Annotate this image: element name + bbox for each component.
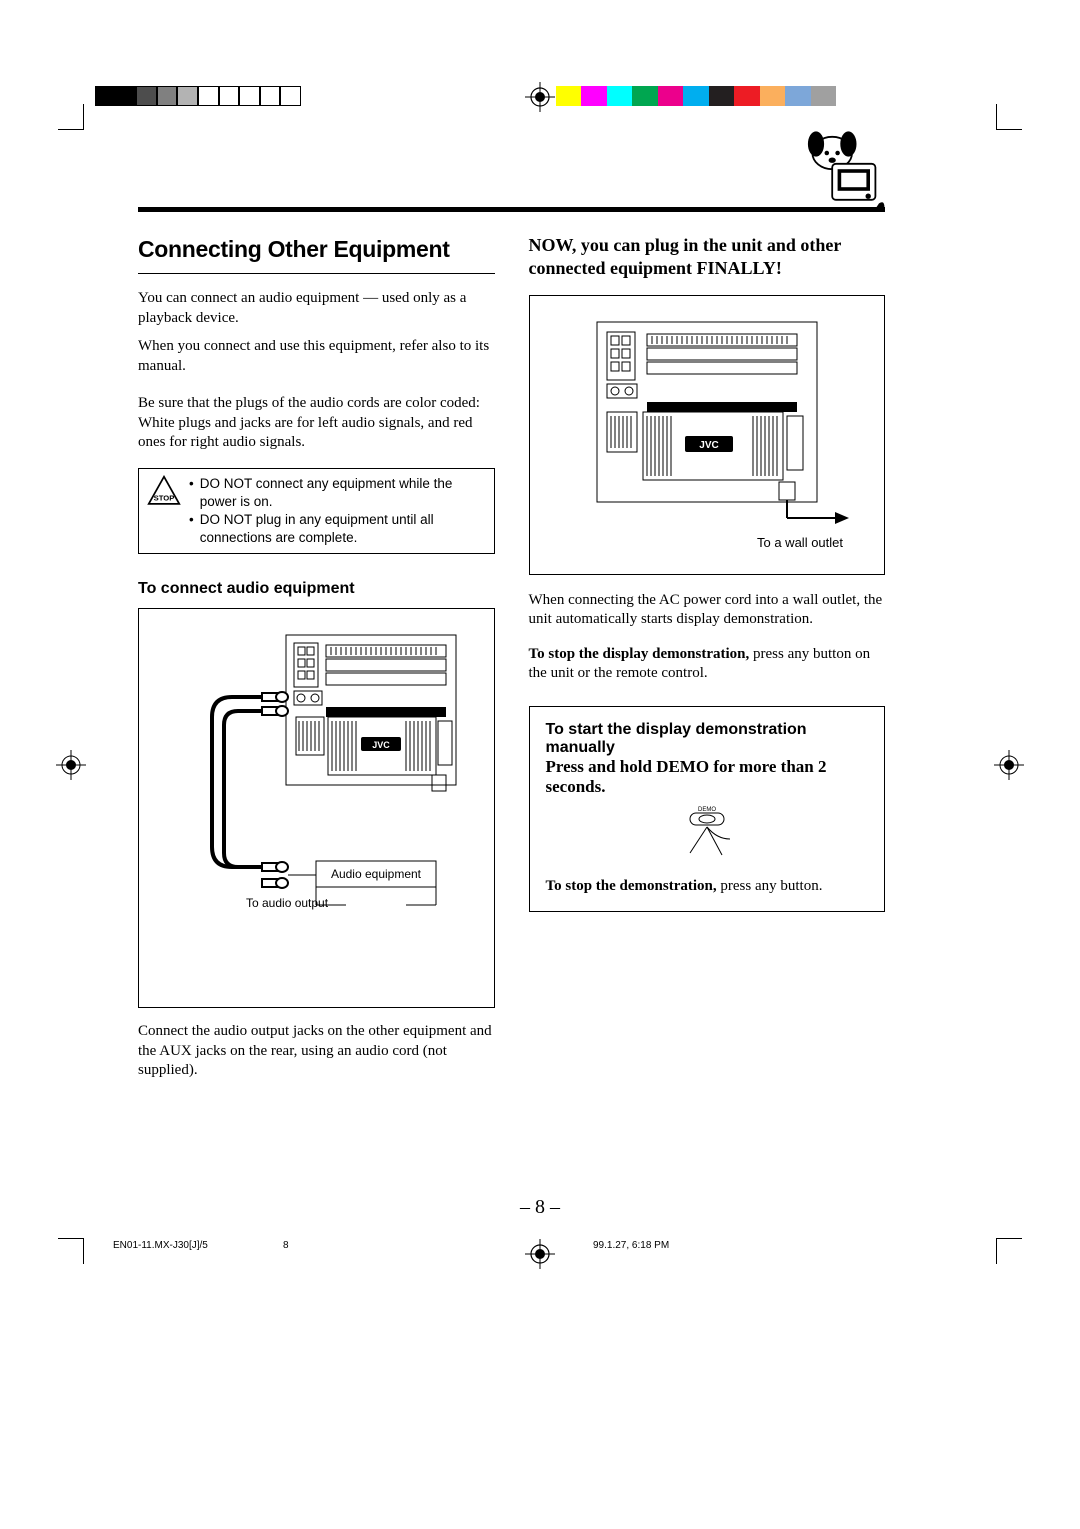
content-area: Connecting Other Equipment You can conne… [138,230,885,1219]
svg-text:JVC: JVC [699,440,718,451]
demo-heading: To start the display demonstration manua… [546,721,869,757]
crop-mark [58,104,84,130]
paragraph: When you connect and use this equipment,… [138,337,495,376]
registration-mark-icon [56,750,86,780]
figure-wall-outlet: JVC To a wall outlet [529,295,886,575]
footer: EN01-11.MX-J30[J]/5 8 99.1.27, 6:18 PM [113,1240,885,1251]
heading-rule [138,273,495,274]
footer-file: EN01-11.MX-J30[J]/5 [113,1240,283,1251]
crop-mark [996,1238,1022,1264]
demo-box: To start the display demonstration manua… [529,706,886,912]
footer-timestamp: 99.1.27, 6:18 PM [593,1240,885,1251]
demo-stop-line: To stop the demonstration, press any but… [546,878,869,895]
paragraph: Be sure that the plugs of the audio cord… [138,394,495,453]
registration-mark-icon [994,750,1024,780]
paragraph: To stop the display demonstration, press… [529,645,886,684]
svg-text:To a wall outlet: To a wall outlet [757,535,843,550]
svg-text:JVC: JVC [372,740,390,750]
section-rule [138,207,885,212]
crop-mark [996,104,1022,130]
page-number: – 8 – [0,1196,1080,1219]
demo-button-figure: DEMO [546,803,869,864]
bold-run: To stop the display demonstration, [529,646,750,662]
warning-item: DO NOT connect any equipment while the p… [200,475,486,511]
paragraph: You can connect an audio equipment — use… [138,289,495,328]
svg-text:Audio equipment: Audio equipment [331,867,422,881]
mascot-icon [798,126,888,216]
bold-run: To stop the demonstration, [546,878,717,894]
svg-text:To audio output: To audio output [246,896,329,910]
warning-item: DO NOT plug in any equipment until all c… [200,511,486,547]
left-column: Connecting Other Equipment You can conne… [138,230,495,1219]
right-heading: NOW, you can plug in the unit and other … [529,234,886,281]
paragraph: Connect the audio output jacks on the ot… [138,1022,495,1081]
footer-page: 8 [283,1240,593,1251]
registration-grayscale-bar [95,86,301,106]
svg-text:STOP: STOP [154,493,175,502]
manual-page: Connecting Other Equipment You can conne… [0,0,1080,1529]
demo-instruction: Press and hold DEMO for more than 2 seco… [546,757,869,797]
section-heading: Connecting Other Equipment [138,236,495,263]
stop-icon: STOP [147,475,181,548]
warning-text: DO NOT connect any equipment while the p… [189,475,486,548]
paragraph: When connecting the AC power cord into a… [529,591,886,630]
registration-mark-icon [525,82,555,117]
figure-connect-audio: JVC Audio equipment [138,608,495,1008]
crop-mark [58,1238,84,1264]
text-run: press any button. [717,878,823,894]
svg-text:DEMO: DEMO [698,807,716,813]
registration-color-bar [556,86,836,106]
subheading: To connect audio equipment [138,580,495,598]
right-column: NOW, you can plug in the unit and other … [529,230,886,1219]
warning-box: STOP DO NOT connect any equipment while … [138,468,495,555]
